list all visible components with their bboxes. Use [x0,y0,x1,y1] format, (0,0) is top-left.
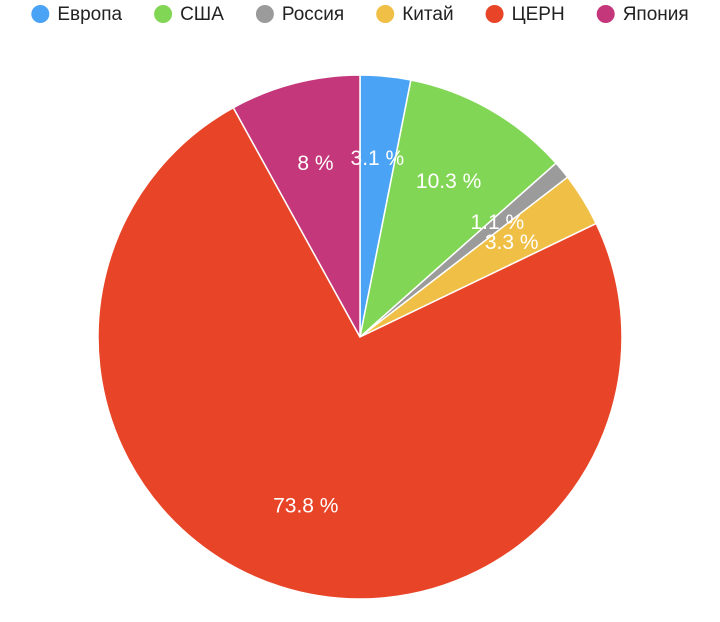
legend-label: Китай [402,4,453,25]
legend-label: Россия [282,4,344,25]
pie-slice [97,106,623,600]
legend: Европа США Россия Китай ЦЕРН Япония [31,4,689,25]
legend-marker [154,5,173,23]
pie-slice [358,79,558,340]
legend-marker [596,5,615,23]
legend-label: Япония [623,4,689,25]
slice-label: 3.1 % [351,147,405,170]
legend-label: США [180,4,224,25]
legend-label: Европа [57,4,122,25]
slice-label: 10.3 % [416,170,481,193]
slice-label: 73.8 % [273,494,338,517]
legend-marker [485,5,504,23]
slice-label: 8 % [297,152,333,175]
pie-slice [232,74,361,338]
legend-label: ЦЕРН [512,4,565,25]
slice-label: 3.3 % [485,231,539,254]
legend-marker [31,5,50,23]
legend-marker [376,5,395,23]
slice-label: 1.1 % [470,211,524,234]
legend-marker [255,5,274,23]
